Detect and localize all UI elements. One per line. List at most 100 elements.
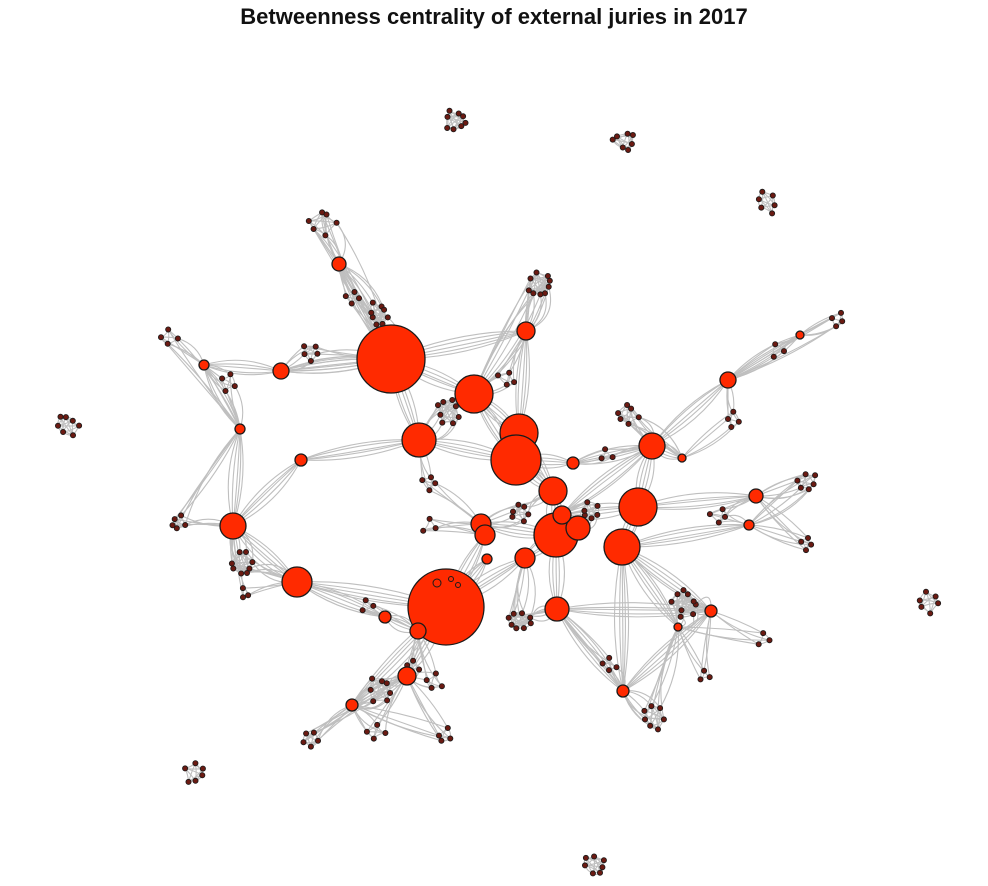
jury-node-small <box>521 503 528 510</box>
jury-node-small <box>426 487 433 494</box>
jury-node-small <box>449 396 456 403</box>
jury-node-small <box>370 602 377 609</box>
jury-node-small <box>384 314 391 321</box>
jury-node-small <box>829 315 836 322</box>
jury-node-hub <box>397 666 417 686</box>
jury-node-small <box>455 582 461 588</box>
jury-node-small <box>628 405 635 412</box>
jury-node-small <box>606 654 613 661</box>
node-layer <box>55 107 942 877</box>
jury-node-small <box>617 415 624 422</box>
jury-node-hub <box>616 684 630 698</box>
edge <box>556 602 712 612</box>
jury-node-small <box>508 621 515 628</box>
jury-node-small <box>300 739 307 746</box>
edge <box>203 364 241 430</box>
jury-node-small <box>935 600 942 607</box>
jury-node-small <box>322 232 329 239</box>
jury-node-small <box>444 113 451 120</box>
edge <box>727 334 801 381</box>
jury-node-small <box>619 144 626 151</box>
jury-node-small <box>310 729 317 736</box>
jury-node-small <box>423 677 430 684</box>
jury-node-small <box>373 321 380 328</box>
jury-node-small <box>55 422 62 429</box>
edge <box>556 608 712 612</box>
jury-node-small <box>432 578 442 588</box>
edge <box>556 606 712 612</box>
jury-node-small <box>387 690 394 697</box>
jury-node-small <box>440 398 447 405</box>
jury-node-small <box>684 591 691 598</box>
edge <box>748 474 816 526</box>
edge <box>681 421 740 459</box>
jury-node-small <box>369 675 376 682</box>
jury-node-hub <box>552 505 572 525</box>
jury-node-small <box>769 192 776 199</box>
jury-node-small <box>660 716 667 723</box>
jury-node-small <box>363 728 370 735</box>
jury-node-small <box>923 588 930 595</box>
jury-node-small <box>228 560 235 567</box>
jury-node-small <box>222 387 229 394</box>
jury-node-small <box>839 318 846 325</box>
jury-node-small <box>701 667 708 674</box>
jury-node-small <box>647 722 654 729</box>
jury-node-small <box>426 515 433 522</box>
jury-node-small <box>635 414 642 421</box>
jury-node-small <box>678 607 685 614</box>
jury-node-small <box>625 420 632 427</box>
jury-node-small <box>310 225 317 232</box>
jury-node-small <box>301 351 308 358</box>
edge <box>203 364 241 430</box>
jury-node-small <box>591 853 598 860</box>
jury-node-small <box>432 480 439 487</box>
jury-node-small <box>657 705 664 712</box>
jury-node-small <box>164 340 171 347</box>
edge <box>710 610 770 641</box>
jury-node-small <box>546 277 553 284</box>
edge <box>351 704 448 729</box>
jury-node-hub <box>704 604 718 618</box>
jury-node-hub <box>234 423 246 435</box>
jury-node-small <box>513 625 520 632</box>
jury-node-small <box>494 372 501 379</box>
jury-node-small <box>182 765 189 772</box>
jury-node-small <box>314 737 321 744</box>
jury-node-small <box>437 411 444 418</box>
jury-node-small <box>674 591 681 598</box>
jury-node-small <box>594 502 601 509</box>
jury-node-small <box>614 133 621 140</box>
edge <box>351 704 442 742</box>
jury-node-small <box>602 446 609 453</box>
jury-node-small <box>449 420 456 427</box>
jury-node-small <box>458 123 465 130</box>
jury-node-small <box>367 686 374 693</box>
jury-node-small <box>355 295 362 302</box>
jury-node-small <box>722 513 729 520</box>
jury-node-small <box>916 597 923 604</box>
jury-node-small <box>641 707 648 714</box>
jury-node-small <box>249 559 256 566</box>
jury-node-small <box>245 592 252 599</box>
jury-node-small <box>525 511 532 518</box>
edge <box>748 488 810 526</box>
jury-node-small <box>446 107 453 114</box>
jury-node-small <box>60 428 67 435</box>
jury-node-small <box>370 735 377 742</box>
jury-node-small <box>758 204 765 211</box>
jury-node-hub <box>719 371 737 389</box>
jury-node-small <box>444 725 451 732</box>
jury-node-small <box>374 721 381 728</box>
jury-node-small <box>435 732 442 739</box>
jury-node-small <box>533 269 540 276</box>
jury-node-small <box>384 697 391 704</box>
jury-node-small <box>545 283 552 290</box>
jury-node-small <box>735 418 742 425</box>
jury-node-small <box>439 419 446 426</box>
jury-node-small <box>838 309 845 316</box>
jury-node-small <box>199 765 206 772</box>
jury-node-small <box>706 511 713 518</box>
jury-node-small <box>368 309 375 316</box>
jury-node-small <box>530 290 537 297</box>
